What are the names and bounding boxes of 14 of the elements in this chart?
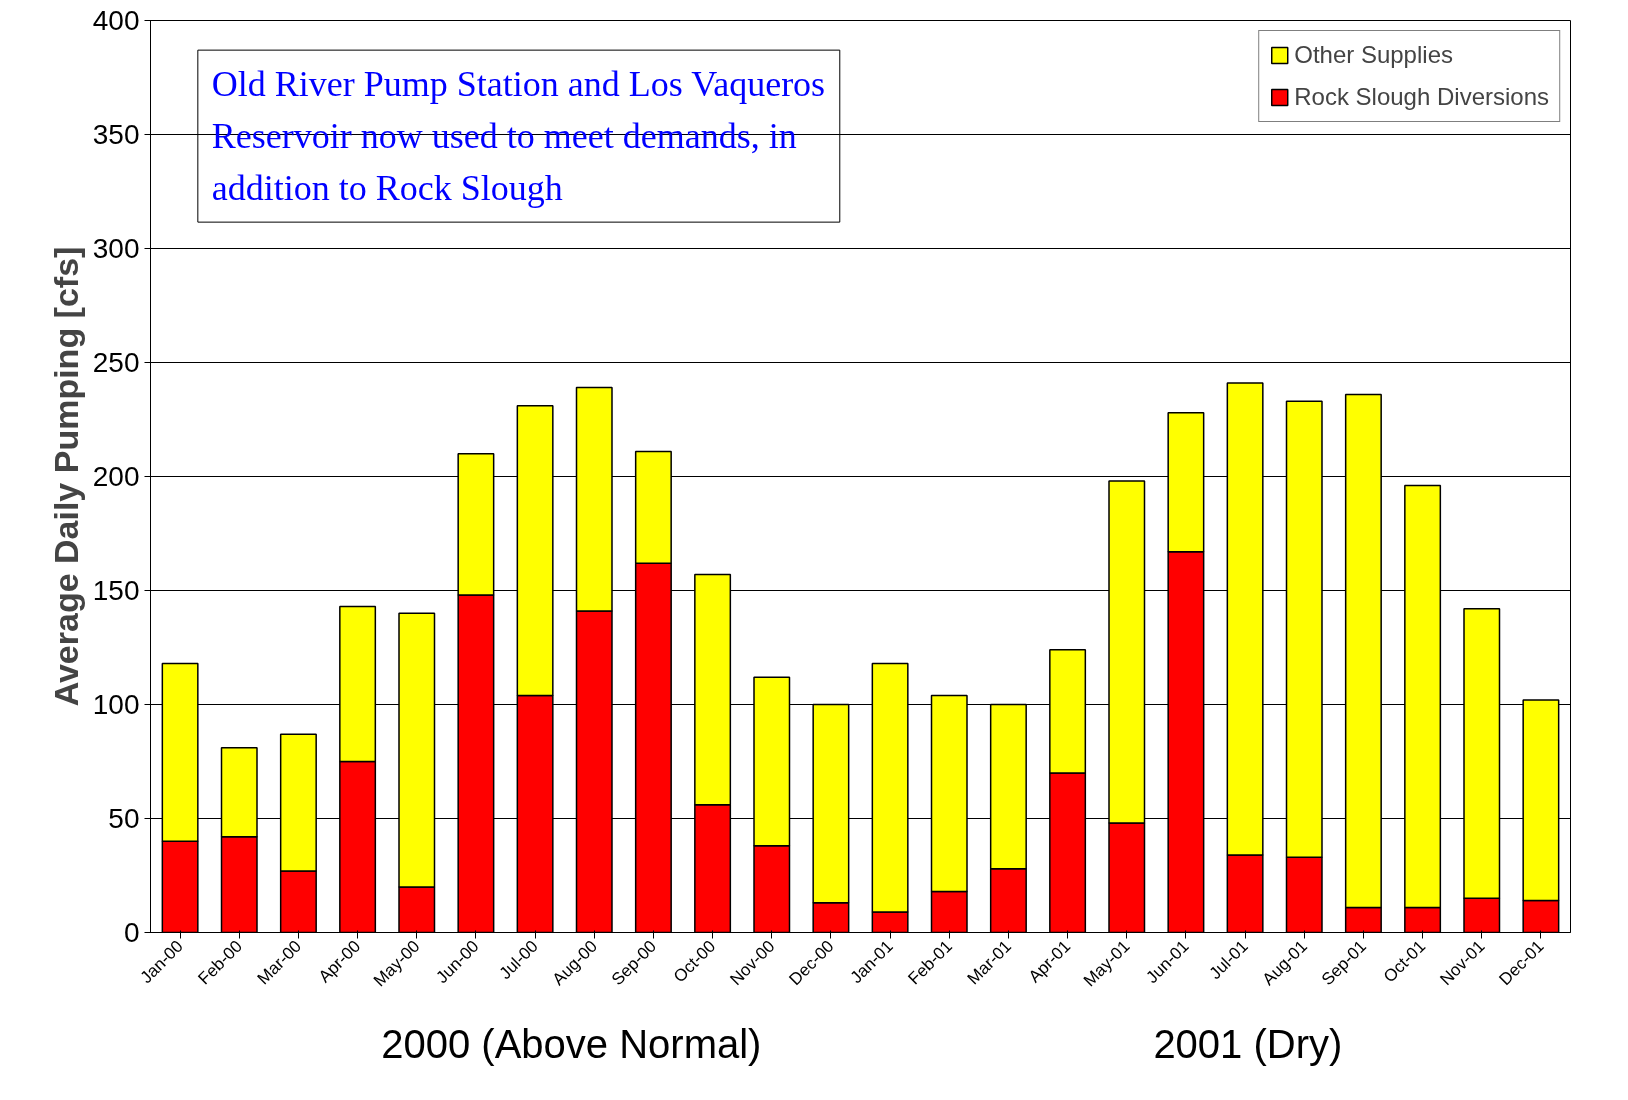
y-tick-label: 50 xyxy=(108,803,140,834)
text: 2000 (Above Normal) xyxy=(381,1021,762,1066)
text: 2001 (Dry) xyxy=(1153,1021,1343,1066)
y-tick-label: 350 xyxy=(92,119,140,150)
y-tick-label: 100 xyxy=(92,689,140,720)
legend-label: Other Supplies xyxy=(1294,41,1453,69)
y-axis-title: Average Daily Pumping [cfs] xyxy=(46,246,85,707)
y-tick-label: 400 xyxy=(92,5,140,36)
y-tick-label: 300 xyxy=(92,233,140,264)
legend-label: Rock Slough Diversions xyxy=(1294,83,1549,111)
y-tick-label: 0 xyxy=(123,917,140,948)
y-tick-label: 200 xyxy=(92,461,140,492)
y-tick-label: 150 xyxy=(92,575,140,606)
y-tick-label: 250 xyxy=(92,347,140,378)
